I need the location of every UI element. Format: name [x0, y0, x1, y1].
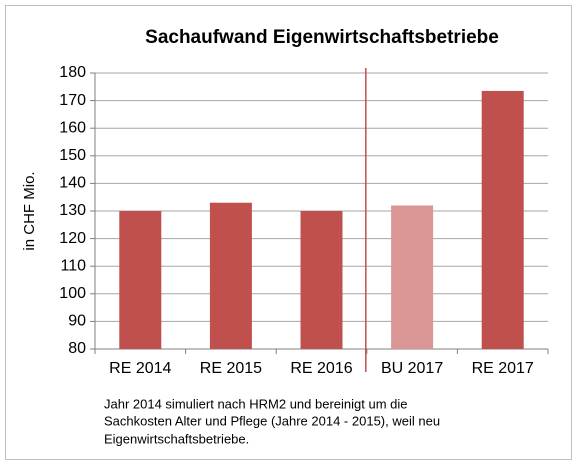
note: Eigenwirtschaftsbetriebe.: [104, 431, 249, 446]
y-tick-label: 80: [68, 340, 86, 357]
y-tick-label: 140: [59, 175, 86, 192]
note: Sachkosten Alter und Pflege (Jahre 2014 …: [104, 413, 440, 428]
chart-frame: [5, 5, 572, 460]
y-tick-label: 120: [59, 230, 86, 247]
y-tick-label: 90: [68, 313, 86, 330]
y-tick-label: 170: [59, 92, 86, 109]
y-tick-label: 150: [59, 147, 86, 164]
y-tick-label: 100: [59, 285, 86, 302]
bar: [391, 205, 434, 349]
x-tick-label: RE 2016: [290, 360, 352, 377]
x-tick-label: RE 2017: [472, 360, 534, 377]
y-tick-label: 130: [59, 202, 86, 219]
y-tick-label: 160: [59, 119, 86, 136]
bar: [209, 202, 252, 349]
y-tick-label: 110: [60, 257, 86, 274]
bar: [481, 90, 524, 349]
chart-title: Sachaufwand Eigenwirtschaftsbetriebe: [145, 27, 499, 48]
y-tick-label: 180: [59, 64, 86, 81]
bar: [119, 211, 162, 349]
x-tick-label: RE 2014: [109, 360, 171, 377]
y-axis-label: in CHF Mio.: [21, 171, 38, 250]
x-tick-label: BU 2017: [381, 360, 443, 377]
note: Jahr 2014 simuliert nach HRM2 und berein…: [104, 396, 408, 411]
x-tick-label: RE 2015: [200, 360, 262, 377]
bar: [300, 211, 343, 349]
